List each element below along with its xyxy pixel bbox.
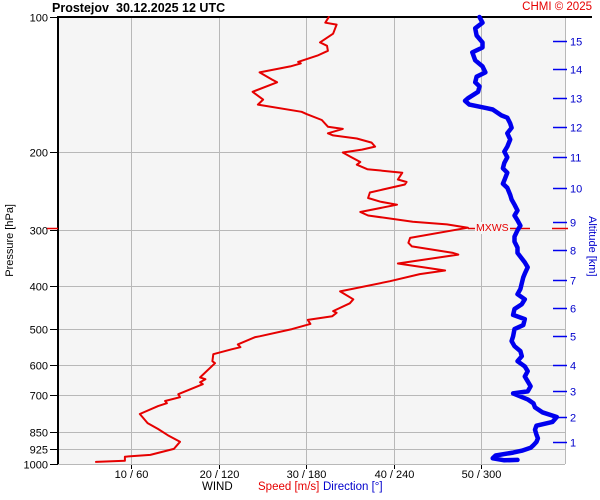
pressure-tick-label: 200 xyxy=(30,148,48,160)
pressure-tick-label: 925 xyxy=(30,445,48,457)
pressure-tick-label: 700 xyxy=(30,391,48,403)
altitude-tick-label: 9 xyxy=(570,218,576,230)
altitude-tick-label: 4 xyxy=(570,361,576,373)
legend-direction: Direction [°] xyxy=(323,481,383,493)
altitude-tick-label: 15 xyxy=(570,37,582,49)
pressure-tick-label: 100 xyxy=(30,13,48,25)
altitude-tick-label: 2 xyxy=(570,413,576,425)
pressure-tick-label: 400 xyxy=(30,282,48,294)
x-tick-label: 30 / 180 xyxy=(287,469,327,481)
pressure-tick-label: 500 xyxy=(30,325,48,337)
altitude-tick-label: 7 xyxy=(570,276,576,288)
x-tick-label: 10 / 60 xyxy=(115,469,149,481)
pressure-tick-label: 850 xyxy=(30,428,48,440)
sounding-datetime: 30.12.2025 12 UTC xyxy=(116,1,226,15)
altitude-tick-label: 12 xyxy=(570,123,582,135)
wind-speed-curve xyxy=(95,16,469,463)
x-tick-label: 40 / 240 xyxy=(375,469,415,481)
altitude-tick-label: 1 xyxy=(570,438,576,450)
pressure-tick-label: 1000 xyxy=(24,460,48,472)
altitude-tick-label: 14 xyxy=(570,65,582,77)
altitude-tick-label: 3 xyxy=(570,387,576,399)
mxws-label: MXWS xyxy=(475,222,510,234)
altitude-tick-label: 6 xyxy=(570,304,576,316)
pressure-tick-label: 600 xyxy=(30,361,48,373)
plot-area xyxy=(58,17,565,464)
legend-wind: WIND xyxy=(202,481,233,493)
pressure-axis-title: Pressure [hPa] xyxy=(4,203,16,277)
altitude-tick-label: 8 xyxy=(570,246,576,258)
altitude-tick-label: 10 xyxy=(570,184,582,196)
wind-direction-curve xyxy=(462,14,560,463)
altitude-tick-label: 13 xyxy=(570,94,582,106)
altitude-axis-title: Altitude [km] xyxy=(586,215,598,277)
pressure-tick-label: 300 xyxy=(30,226,48,238)
x-tick-label: 50 / 300 xyxy=(462,469,502,481)
station-name: Prostejov xyxy=(52,1,109,15)
legend-speed: Speed [m/s] xyxy=(258,481,320,493)
x-tick-label: 20 / 120 xyxy=(200,469,240,481)
altitude-tick-label: 11 xyxy=(570,153,581,165)
copyright-notice: CHMI © 2025 xyxy=(522,1,592,13)
altitude-tick-label: 5 xyxy=(570,332,576,344)
